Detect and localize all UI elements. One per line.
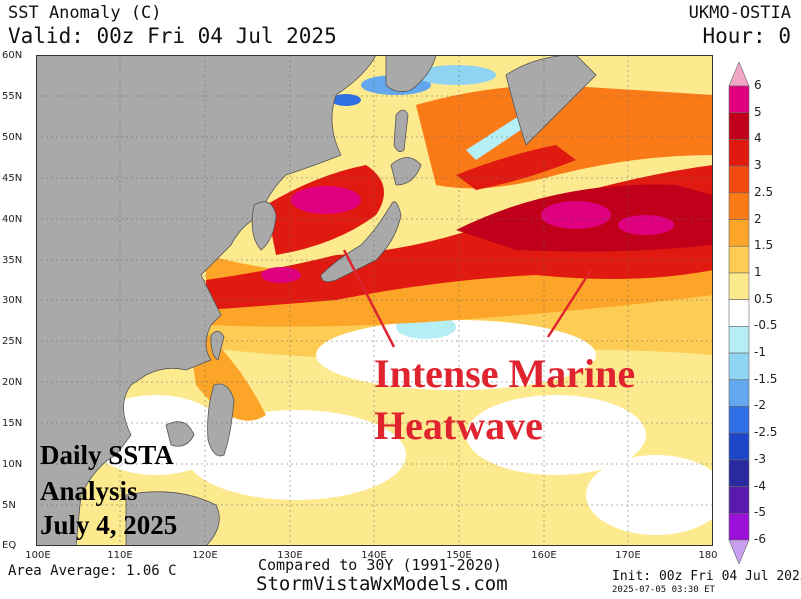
lat-label: 60N [2, 50, 23, 61]
anomaly-neutral-1 [316, 320, 596, 390]
annotation-heatwave-line2: Heatwave [374, 403, 543, 448]
lat-label: 35N [2, 255, 23, 266]
lat-label: 50N [2, 132, 23, 143]
inset-label-line3: July 4, 2025 [40, 510, 178, 540]
lat-label: 45N [2, 173, 23, 184]
lat-label: 55N [2, 91, 23, 102]
lat-label: 15N [2, 418, 23, 429]
colorbar-swatch [728, 112, 750, 140]
map-border [36, 55, 713, 546]
colorbar-label: 5 [754, 104, 762, 119]
climatology-note: Compared to 30Y (1991-2020) [258, 556, 502, 574]
colorbar [728, 62, 750, 564]
colorbar-label: -0.5 [754, 318, 778, 333]
colorbar-label: -6 [754, 532, 766, 546]
colorbar-swatch [728, 85, 750, 114]
issued-time: 2025-07-05 03:30 ET [612, 585, 715, 595]
colorbar-swatch [728, 219, 750, 247]
colorbar-label: -2.5 [754, 425, 778, 440]
colorbar-swatch [728, 245, 750, 274]
sst-anomaly-map [36, 55, 713, 546]
colorbar-swatch [728, 432, 750, 461]
colorbar-label: 3 [754, 158, 762, 173]
lon-label: 170E [615, 550, 641, 561]
colorbar-swatch [728, 352, 750, 381]
annotation-arrow-right [546, 269, 593, 338]
lon-label: 160E [531, 550, 557, 561]
colorbar-label: -1.5 [754, 371, 778, 386]
colorbar-swatch [728, 299, 750, 327]
colorbar-label: -4 [754, 478, 766, 493]
land-hainan [165, 421, 195, 447]
colorbar-swatch [728, 139, 750, 167]
colorbar-label: 4 [754, 131, 762, 146]
lat-label: EQ [2, 540, 17, 551]
colorbar-label: -3 [754, 451, 766, 466]
land-sakhalin [393, 109, 409, 153]
colorbar-swatch [728, 539, 750, 564]
land-kamchatka [505, 55, 597, 146]
colorbar-label: 2 [754, 211, 762, 226]
forecast-hour: Hour: 0 [702, 24, 791, 48]
anomaly-cool-4 [416, 65, 496, 85]
anomaly-hotspot-4 [261, 267, 301, 283]
lon-label: 130E [277, 550, 303, 561]
colorbar-label: 1.5 [754, 238, 774, 253]
lon-label: 100E [25, 550, 51, 561]
colorbar-swatch [728, 512, 750, 541]
anomaly-cool-5 [331, 94, 361, 106]
lat-label: 40N [2, 214, 23, 225]
site-name: StormVistaWxModels.com [256, 573, 508, 595]
anomaly-neutral-2 [466, 395, 646, 475]
lon-label: 140E [361, 550, 387, 561]
lon-label: 110E [107, 550, 133, 561]
anomaly-neutral-3 [186, 410, 406, 500]
lat-label: 30N [2, 295, 23, 306]
lon-label: 180 [698, 550, 718, 561]
lat-label: 25N [2, 336, 23, 347]
colorbar-label: -5 [754, 505, 766, 520]
anomaly-hotspot-3 [291, 186, 361, 214]
colorbar-label: 6 [754, 78, 762, 92]
colorbar-swatch [728, 406, 750, 434]
lat-label: 5N [2, 500, 16, 511]
map-grid [36, 55, 713, 546]
land-siberia [385, 55, 437, 93]
colorbar-swatch [728, 326, 750, 354]
colorbar-swatch [728, 192, 750, 220]
anomaly-north-2 [456, 145, 576, 190]
annotation-arrow-left [342, 249, 396, 348]
annotation-heatwave-line1: Intense Marine [374, 351, 636, 396]
lat-label: 20N [2, 377, 23, 388]
map-canvas [36, 55, 713, 546]
colorbar-swatch [728, 62, 750, 87]
anomaly-hotspot-1 [541, 201, 611, 229]
lon-label: 120E [192, 550, 218, 561]
colorbar-label: -2 [754, 398, 766, 413]
valid-time: Valid: 00z Fri 04 Jul 2025 [8, 24, 337, 48]
map-title: SST Anomaly (C) [8, 3, 162, 23]
land-taiwan [210, 331, 225, 361]
lon-label: 150E [446, 550, 472, 561]
inset-label-line2: Analysis [40, 476, 138, 506]
model-name: UKMO-OSTIA [688, 3, 791, 23]
area-average: Area Average: 1.06 C [8, 563, 177, 579]
init-time: Init: 00z Fri 04 Jul 2025 [612, 569, 801, 584]
colorbar-swatch [728, 379, 750, 407]
lat-label: 10N [2, 459, 23, 470]
colorbar-label: 0.5 [754, 291, 774, 306]
colorbar-label: -1 [754, 345, 766, 360]
anomaly-hotspot-2 [618, 215, 674, 235]
anomaly-neutral-5 [586, 455, 713, 535]
colorbar-swatch [728, 272, 750, 300]
colorbar-label: 2.5 [754, 184, 774, 199]
land-korea [251, 201, 277, 251]
colorbar-swatch [728, 165, 750, 194]
colorbar-label: 1 [754, 264, 762, 279]
inset-label-line1: Daily SSTA [40, 440, 174, 470]
colorbar-swatch [728, 486, 750, 514]
colorbar-swatch [728, 459, 750, 487]
land-hokkaido [390, 157, 422, 186]
